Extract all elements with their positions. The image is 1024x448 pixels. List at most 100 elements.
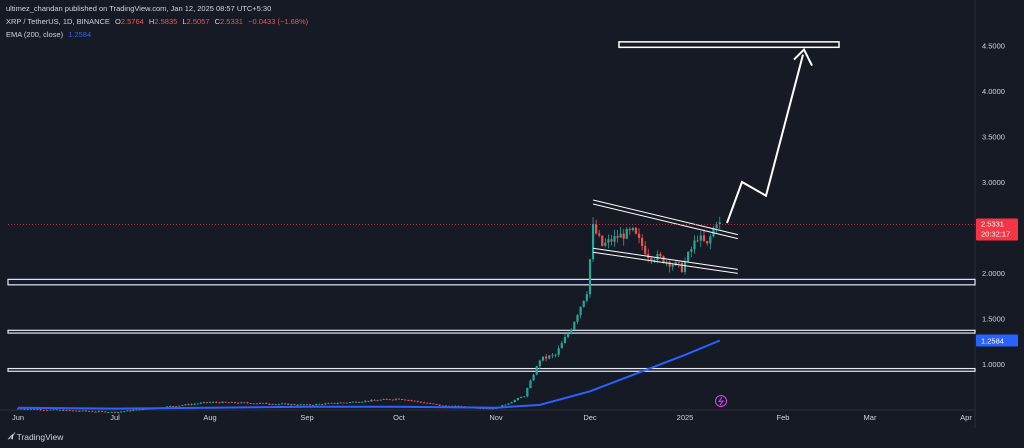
candle-body bbox=[193, 403, 196, 405]
candle-body bbox=[345, 402, 348, 404]
candle-body bbox=[132, 410, 135, 411]
candle-body bbox=[610, 239, 613, 242]
candle-body bbox=[230, 402, 234, 403]
candle-body bbox=[58, 409, 62, 411]
candle-body bbox=[644, 245, 647, 254]
time-tick-label: 2025 bbox=[677, 413, 694, 422]
tradingview-logo-icon: ⩘⁄ bbox=[8, 431, 14, 441]
candle-body bbox=[178, 405, 181, 407]
candle-body bbox=[135, 409, 138, 411]
support-zone-1 bbox=[7, 278, 976, 286]
candle-body bbox=[265, 402, 268, 404]
candle-body bbox=[342, 402, 345, 404]
event-marker-icon bbox=[715, 395, 727, 407]
candle-body bbox=[373, 399, 376, 401]
candle-body bbox=[75, 410, 78, 412]
channel-upper-line-1 bbox=[592, 199, 738, 236]
candle-body bbox=[485, 408, 488, 410]
candle-body bbox=[631, 227, 635, 231]
candle-body bbox=[255, 403, 259, 405]
candle-body bbox=[677, 262, 680, 264]
candle-body bbox=[110, 411, 113, 413]
candle-body bbox=[358, 402, 361, 404]
candle-body bbox=[560, 343, 563, 349]
candle-body bbox=[668, 261, 671, 267]
candle-body bbox=[516, 398, 520, 401]
candle-body bbox=[336, 403, 339, 404]
candle-body bbox=[554, 354, 557, 356]
candle-body bbox=[696, 240, 699, 242]
low-value: 2.5057 bbox=[186, 17, 210, 26]
symbol-label[interactable]: XRP / TetherUS, 1D, BINANCE bbox=[6, 17, 110, 26]
candle-body bbox=[538, 360, 541, 367]
candle-body bbox=[258, 403, 262, 404]
time-tick-label: Dec bbox=[583, 413, 597, 422]
price-tick-label: 1.5000 bbox=[982, 315, 1005, 324]
candle-body bbox=[653, 260, 656, 261]
candle-body bbox=[551, 354, 554, 356]
candle-body bbox=[659, 253, 662, 257]
candle-body bbox=[361, 401, 364, 403]
candle-body bbox=[287, 403, 290, 405]
ema-label: EMA (200, close) bbox=[6, 30, 64, 39]
ema-value: 1.2584 bbox=[68, 30, 92, 39]
candle-body bbox=[91, 411, 94, 413]
candle-body bbox=[348, 402, 352, 403]
candle-body bbox=[367, 400, 370, 402]
channel-lower-line-2 bbox=[592, 251, 738, 274]
candle-body bbox=[181, 405, 184, 406]
ema-legend[interactable]: EMA (200, close) 1.2584 bbox=[6, 30, 94, 39]
candle-body bbox=[671, 265, 674, 267]
candle-body bbox=[208, 402, 212, 403]
last-price-badge bbox=[976, 218, 1018, 241]
candle-body bbox=[438, 404, 441, 406]
candle-body bbox=[413, 400, 416, 402]
candle-body bbox=[333, 402, 336, 404]
price-tick-label: 4.5000 bbox=[982, 42, 1005, 51]
candle-body bbox=[116, 411, 120, 413]
price-tick-label: 3.0000 bbox=[982, 178, 1005, 187]
candle-body bbox=[548, 355, 551, 359]
candle-body bbox=[308, 404, 312, 406]
candle-body bbox=[507, 403, 510, 405]
candle-body bbox=[570, 329, 573, 334]
candle-body bbox=[637, 233, 641, 238]
candle-body bbox=[706, 240, 709, 244]
candle-body bbox=[339, 402, 342, 404]
candle-body bbox=[104, 411, 107, 413]
candle-body bbox=[299, 404, 302, 406]
candle-body bbox=[613, 235, 616, 242]
candle-body bbox=[382, 399, 385, 400]
close-value: 2.5331 bbox=[220, 17, 243, 26]
candle-body bbox=[141, 408, 144, 411]
ema-price-badge bbox=[976, 334, 1018, 347]
open-value: 2.5764 bbox=[120, 17, 144, 26]
candle-body bbox=[535, 366, 538, 375]
candle-body bbox=[16, 408, 20, 410]
high-value: 2.5835 bbox=[154, 17, 178, 26]
candle-body bbox=[394, 398, 398, 400]
time-tick-label: Mar bbox=[864, 413, 877, 422]
candle-body bbox=[290, 404, 293, 405]
price-tick-label: 3.5000 bbox=[982, 133, 1005, 142]
candle-body bbox=[595, 224, 598, 234]
tradingview-footer[interactable]: ⩘⁄ TradingView bbox=[8, 431, 63, 442]
time-tick-label: Oct bbox=[393, 413, 406, 422]
candle-body bbox=[221, 401, 224, 404]
candle-body bbox=[665, 261, 668, 263]
candle-body bbox=[144, 408, 147, 410]
candle-body bbox=[541, 356, 545, 361]
candle-body bbox=[97, 411, 100, 412]
candle-body bbox=[88, 411, 91, 413]
candle-body bbox=[29, 408, 33, 410]
support-zone-3 bbox=[7, 367, 976, 372]
candle-body bbox=[376, 400, 379, 402]
candle-body bbox=[523, 396, 526, 398]
candle-body bbox=[616, 235, 619, 238]
candle-body bbox=[432, 403, 435, 405]
candle-body bbox=[305, 404, 309, 406]
candle-body bbox=[120, 411, 123, 413]
candle-body bbox=[557, 348, 560, 355]
candle-body bbox=[563, 337, 567, 344]
